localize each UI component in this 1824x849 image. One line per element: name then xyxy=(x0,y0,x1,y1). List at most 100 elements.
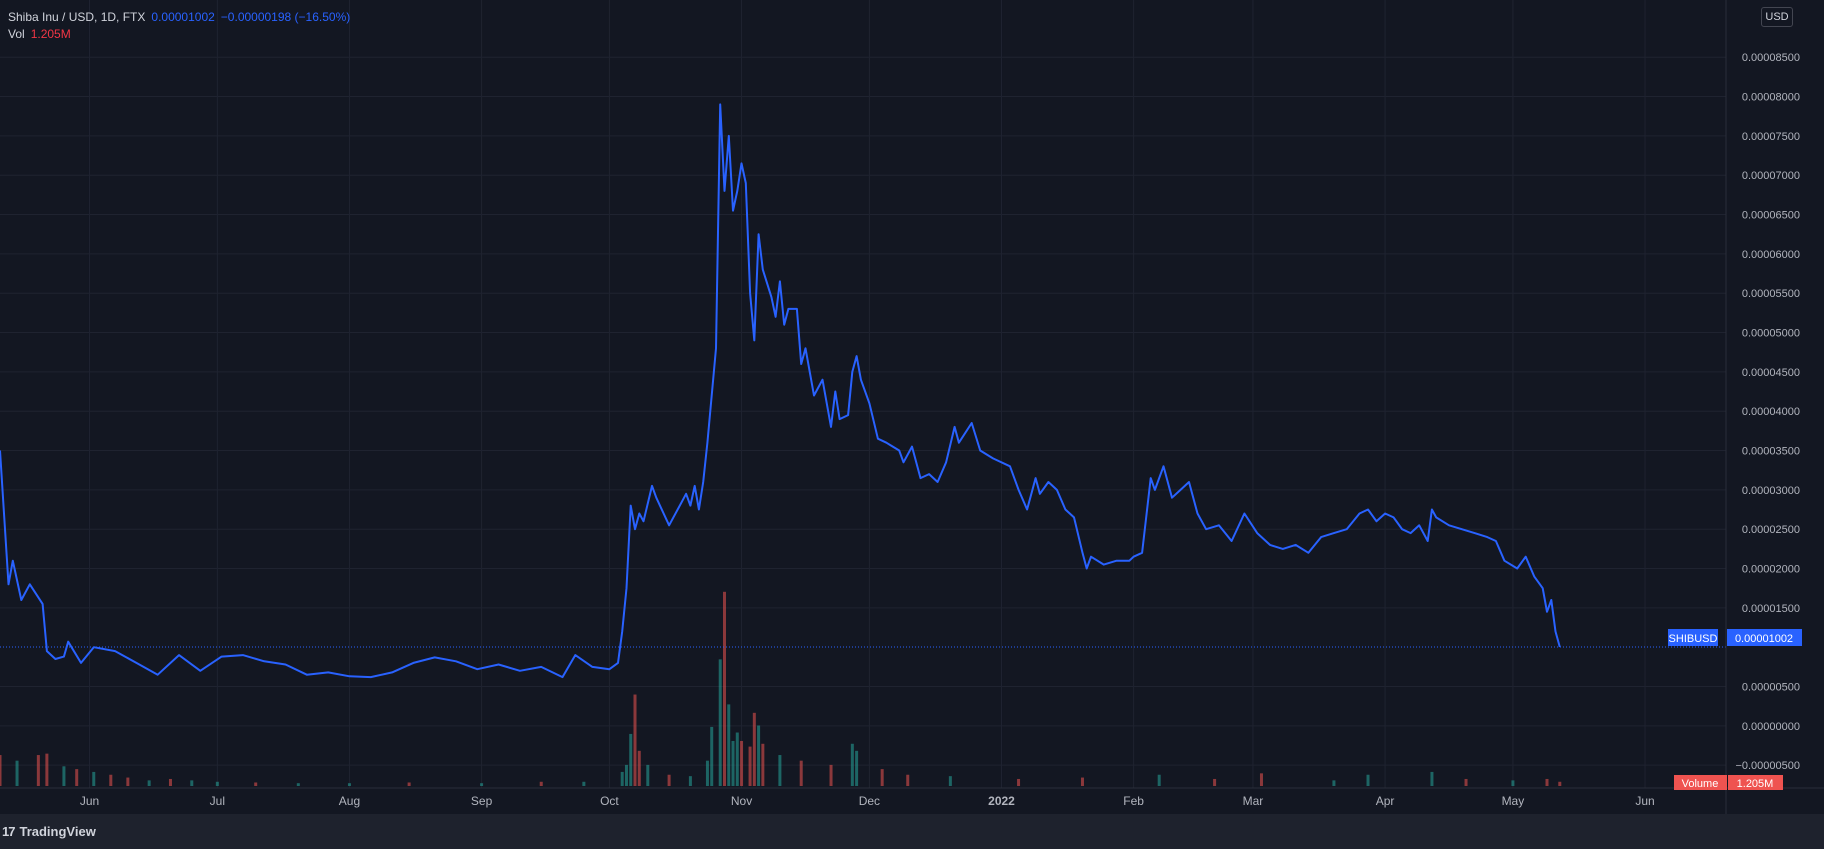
volume-bar xyxy=(347,783,351,786)
volume-bar xyxy=(147,780,151,786)
tradingview-logo[interactable]: 17 TradingView xyxy=(2,824,96,839)
last-price-tag: SHIBUSD 0.00001002 xyxy=(1668,629,1802,646)
volume-tag: Volume 1.205M xyxy=(1674,775,1783,790)
volume-bar xyxy=(62,766,66,786)
volume-bar xyxy=(36,755,40,786)
time-tick-label: Aug xyxy=(339,794,360,808)
volume-bar xyxy=(296,783,300,786)
volume-bar xyxy=(778,755,782,786)
price-tick-label: 0.00008500 xyxy=(1742,52,1800,64)
volume-bar xyxy=(948,776,952,786)
time-tick-label: Nov xyxy=(731,794,752,808)
volume-bar xyxy=(718,659,722,786)
volume-bar xyxy=(710,726,714,786)
price-tick-label: 0.00004000 xyxy=(1742,406,1800,418)
volume-bar xyxy=(748,746,752,786)
volume-bar xyxy=(215,781,219,786)
price-tick-label: 0.00007500 xyxy=(1742,131,1800,143)
time-tick-label: Jul xyxy=(210,794,225,808)
volume-bar xyxy=(480,783,484,786)
price-tick-label: −0.00000500 xyxy=(1735,760,1800,772)
volume-bar xyxy=(582,781,586,786)
price-tick-label: 0.00006000 xyxy=(1742,249,1800,261)
volume-bar xyxy=(254,782,258,786)
time-tick-label: Feb xyxy=(1123,794,1144,808)
volume-bar xyxy=(752,712,756,786)
price-axis[interactable]: 0.00008500 0.00008000 0.00007500 0.00007000… xyxy=(1725,0,1800,814)
chart-legend: Shiba Inu / USD, 1D, FTX 0.00001002 −0.0… xyxy=(8,9,350,43)
price-tick-label: 0.00001500 xyxy=(1742,603,1800,615)
symbol-tag-label: SHIBUSD xyxy=(1669,633,1718,645)
time-tick-label: Sep xyxy=(471,794,493,808)
volume-bar xyxy=(45,753,49,786)
price-tick-label: 0.00007000 xyxy=(1742,170,1800,182)
volume-bar xyxy=(727,704,731,786)
volume-bar xyxy=(629,733,633,786)
price-tick-label: 0.00003000 xyxy=(1742,485,1800,497)
volume-bar xyxy=(735,732,739,786)
legend-volume-row[interactable]: Vol 1.205M xyxy=(8,26,350,43)
volume-bar xyxy=(1464,778,1468,786)
volume-bar xyxy=(190,780,194,786)
volume-bar xyxy=(539,781,543,786)
time-axis[interactable]: Jun Jul Aug Sep Oct Nov Dec 2022 Feb Mar Apr May Jun xyxy=(0,787,1824,808)
volume-bar xyxy=(637,750,641,786)
volume-bar xyxy=(799,760,803,786)
chart-grid xyxy=(0,0,1726,788)
time-tick-label: May xyxy=(1502,794,1525,808)
price-tick-label: 0.00005000 xyxy=(1742,328,1800,340)
price-tick-label: 0.00003500 xyxy=(1742,446,1800,458)
volume-tag-value-box xyxy=(1728,775,1783,790)
volume-bars xyxy=(0,591,1562,786)
volume-bar xyxy=(855,750,859,786)
volume-bar xyxy=(624,764,628,786)
volume-bar xyxy=(620,771,624,786)
volume-bar xyxy=(126,777,130,786)
volume-bar xyxy=(15,760,19,786)
volume-label: Vol xyxy=(8,27,25,41)
legend-price-row[interactable]: Shiba Inu / USD, 1D, FTX 0.00001002 −0.0… xyxy=(8,9,350,26)
price-tick-label: 0.00005500 xyxy=(1742,288,1800,300)
price-tick-label: 0.00000500 xyxy=(1742,682,1800,694)
price-tick-label: 0.00002000 xyxy=(1742,564,1800,576)
volume-bar xyxy=(633,694,637,786)
price-tick-label: 0.00000000 xyxy=(1742,721,1800,733)
volume-bar xyxy=(850,743,854,786)
volume-bar xyxy=(168,778,172,786)
price-tag-box xyxy=(1727,629,1802,646)
volume-bar xyxy=(761,743,765,786)
symbol-tag-box xyxy=(1668,629,1718,646)
volume-bar xyxy=(1511,780,1515,786)
price-tick-label: 0.00002500 xyxy=(1742,524,1800,536)
price-tick-label: 0.00008000 xyxy=(1742,92,1800,104)
symbol-title[interactable]: Shiba Inu / USD, 1D, FTX xyxy=(8,10,146,24)
currency-badge[interactable]: USD xyxy=(1761,7,1793,27)
volume-value: 1.205M xyxy=(30,27,71,41)
volume-bar xyxy=(1332,780,1336,786)
volume-tag-box xyxy=(1674,775,1727,790)
volume-bar xyxy=(1430,771,1434,786)
volume-bar xyxy=(0,755,2,786)
volume-tag-value: 1.205M xyxy=(1737,778,1774,790)
tradingview-brand: TradingView xyxy=(19,824,96,839)
time-tick-label: Apr xyxy=(1376,794,1395,808)
price-change: −0.00000198 (−16.50%) xyxy=(220,10,351,24)
time-tick-label: Jun xyxy=(80,794,99,808)
volume-bar xyxy=(1017,778,1021,786)
time-tick-label: Jun xyxy=(1635,794,1654,808)
volume-bar xyxy=(829,764,833,786)
volume-bar xyxy=(1545,778,1549,786)
volume-bar xyxy=(1157,774,1161,786)
volume-bar xyxy=(75,769,79,786)
volume-tag-label: Volume xyxy=(1682,778,1719,790)
time-tick-label: Oct xyxy=(600,794,619,808)
last-price: 0.00001002 xyxy=(151,10,215,24)
time-tick-label: 2022 xyxy=(988,794,1015,808)
volume-bar xyxy=(407,782,411,786)
volume-bar xyxy=(1213,778,1217,786)
time-tick-label: Mar xyxy=(1243,794,1264,808)
volume-bar xyxy=(906,774,910,786)
